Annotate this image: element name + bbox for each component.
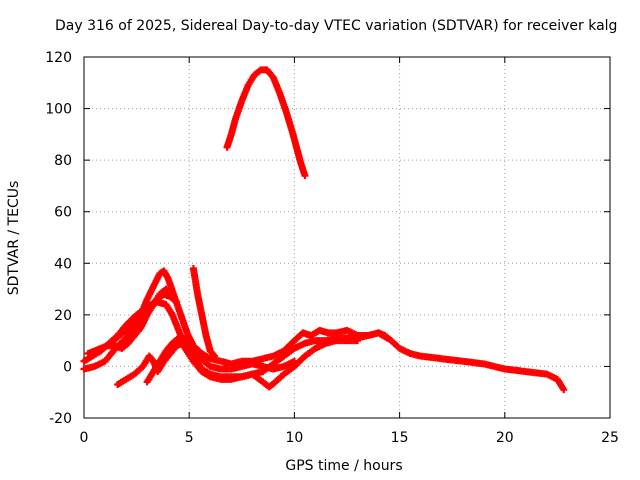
data-point xyxy=(383,334,391,342)
data-point xyxy=(560,386,568,394)
y-axis-label: SDTVAR / TECUs xyxy=(6,181,22,296)
chart-title: Day 316 of 2025, Sidereal Day-to-day VTE… xyxy=(55,18,618,34)
x-tick-label: 10 xyxy=(285,430,303,446)
y-tick-label: 20 xyxy=(54,308,72,324)
y-tick-label: 0 xyxy=(63,359,72,375)
data-point xyxy=(173,298,181,306)
x-tick-label: 15 xyxy=(391,430,409,446)
x-tick-label: 20 xyxy=(496,430,514,446)
data-point xyxy=(168,290,176,298)
y-tick-label: 60 xyxy=(54,205,72,221)
axes xyxy=(83,56,611,419)
x-tick-label: 0 xyxy=(80,430,89,446)
x-tick-label: 5 xyxy=(185,430,194,446)
plot-frame xyxy=(83,56,611,419)
y-tick-label: -20 xyxy=(49,411,72,427)
series-s3 xyxy=(114,337,362,391)
y-tick-label: 80 xyxy=(54,153,72,169)
data-point xyxy=(290,357,298,365)
x-axis-label: GPS time / hours xyxy=(285,458,402,474)
y-tick-label: 120 xyxy=(45,50,72,66)
series-s7 xyxy=(105,285,176,352)
series-s4 xyxy=(143,334,298,386)
y-tick-label: 100 xyxy=(45,102,72,118)
data-point xyxy=(354,337,362,345)
series-s5 xyxy=(189,264,218,360)
data-point xyxy=(301,172,309,180)
ticks: 0 5 10 15 20 25 -20 0 20 40 60 80 100 120 xyxy=(45,50,619,446)
y-tick-label: 40 xyxy=(54,256,72,272)
series-s2 xyxy=(80,267,391,373)
series-high-arc xyxy=(223,66,309,180)
data-points xyxy=(80,66,568,394)
data-point xyxy=(210,352,218,360)
x-tick-label: 25 xyxy=(601,430,619,446)
